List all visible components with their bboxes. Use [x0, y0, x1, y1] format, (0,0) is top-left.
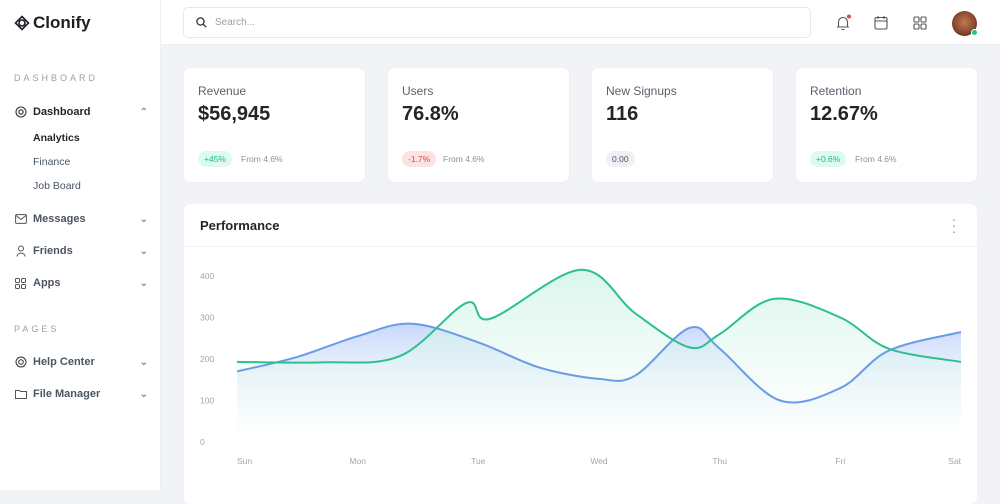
- mail-icon: [14, 213, 27, 226]
- x-tick-label: Fri: [835, 456, 845, 466]
- x-tick-label: Sun: [237, 456, 252, 466]
- sidebar-item-friends[interactable]: Friends ⌄: [14, 241, 148, 261]
- stat-value: $56,945: [198, 103, 271, 125]
- section-label-pages: PAGES: [14, 324, 60, 334]
- chevron-down-icon: ⌄: [139, 277, 148, 289]
- performance-chart: 0 100 200 300 400 Sun Mon Tue Wed Thu Fri Sat: [200, 268, 962, 466]
- sidebar-item-label: Friends: [33, 245, 73, 257]
- chevron-up-icon: ⌃: [139, 106, 148, 118]
- sidebar-subitem-analytics[interactable]: Analytics: [33, 132, 80, 144]
- sidebar-item-label: Dashboard: [33, 106, 91, 118]
- sidebar-item-messages[interactable]: Messages ⌄: [14, 209, 148, 229]
- x-tick-label: Sat: [948, 456, 961, 466]
- grid-icon: [14, 277, 27, 290]
- x-tick-label: Tue: [471, 456, 486, 466]
- sidebar-item-dashboard[interactable]: Dashboard ⌃: [14, 102, 148, 122]
- sidebar-item-help-center[interactable]: Help Center ⌄: [14, 352, 148, 372]
- y-tick-label: 100: [200, 396, 214, 406]
- change-from: From 4.6%: [443, 154, 485, 164]
- stat-label: Revenue: [198, 84, 247, 98]
- apps-grid-icon[interactable]: [911, 14, 929, 32]
- logo-icon: [14, 15, 30, 31]
- folder-icon: [14, 388, 27, 401]
- search-icon: [196, 17, 207, 28]
- chevron-down-icon: ⌄: [139, 245, 148, 257]
- x-tick-label: Wed: [590, 456, 608, 466]
- x-tick-label: Mon: [349, 456, 366, 466]
- y-tick-label: 400: [200, 271, 214, 281]
- section-label-dashboard: DASHBOARD: [14, 73, 99, 83]
- change-from: From 4.6%: [241, 154, 283, 164]
- stat-card-retention: Retention 12.67% +0.6% From 4.6%: [796, 68, 977, 182]
- change-from: From 4.6%: [855, 154, 897, 164]
- change-badge: 0.00: [606, 151, 635, 167]
- x-tick-label: Thu: [712, 456, 727, 466]
- divider: [184, 246, 977, 247]
- lifebuoy-icon: [14, 356, 27, 369]
- y-tick-label: 300: [200, 313, 214, 323]
- stat-card-new-signups: New Signups 116 0.00: [592, 68, 773, 182]
- stat-value: 116: [606, 103, 639, 125]
- sidebar-item-label: Apps: [33, 277, 61, 289]
- stat-label: New Signups: [606, 84, 677, 98]
- chevron-down-icon: ⌄: [139, 213, 148, 225]
- online-status-dot: [971, 29, 978, 36]
- performance-title: Performance: [200, 218, 280, 233]
- change-badge: -1.7%: [402, 151, 437, 167]
- user-icon: [14, 245, 27, 258]
- logo[interactable]: Clonify: [14, 13, 91, 33]
- calendar-icon[interactable]: [872, 14, 890, 32]
- chevron-down-icon: ⌄: [139, 388, 148, 400]
- search-input[interactable]: Search...: [183, 7, 811, 38]
- sidebar-subitem-job-board[interactable]: Job Board: [33, 180, 81, 192]
- sidebar-subitem-finance[interactable]: Finance: [33, 156, 71, 168]
- change-badge: +45%: [198, 151, 232, 167]
- sidebar: Clonify DASHBOARD Dashboard ⌃ Analytics …: [0, 0, 161, 490]
- sidebar-item-label: Messages: [33, 213, 86, 225]
- y-tick-label: 200: [200, 354, 214, 364]
- app-name: Clonify: [33, 13, 91, 32]
- sidebar-item-label: File Manager: [33, 388, 101, 400]
- stat-label: Retention: [810, 84, 862, 98]
- dashboard-icon: [14, 106, 27, 119]
- stat-value: 12.67%: [810, 103, 878, 125]
- chevron-down-icon: ⌄: [139, 356, 148, 368]
- bell-icon[interactable]: [834, 14, 852, 32]
- sidebar-item-apps[interactable]: Apps ⌄: [14, 273, 148, 293]
- stat-card-users: Users 76.8% -1.7% From 4.6%: [388, 68, 569, 182]
- top-header: Search...: [161, 0, 1000, 45]
- more-options-icon[interactable]: · · ·: [951, 211, 957, 239]
- change-badge: +0.6%: [810, 151, 847, 167]
- y-tick-label: 0: [200, 437, 205, 447]
- sidebar-item-file-manager[interactable]: File Manager ⌄: [14, 384, 148, 404]
- stat-label: Users: [402, 84, 434, 98]
- sidebar-item-label: Help Center: [33, 356, 95, 368]
- series-green-line: [236, 268, 962, 364]
- series-green-area: [237, 269, 961, 432]
- series-blue-line: [236, 322, 962, 404]
- stat-card-revenue: Revenue $56,945 +45% From 4.6%: [184, 68, 365, 182]
- search-placeholder: Search...: [215, 17, 256, 28]
- stat-value: 76.8%: [402, 103, 459, 125]
